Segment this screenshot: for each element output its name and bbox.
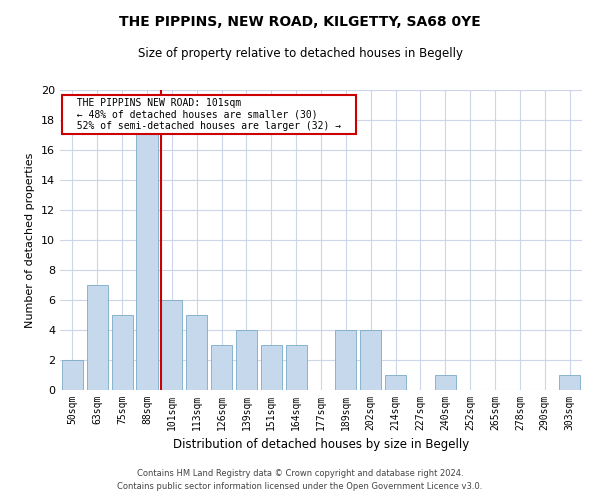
- Bar: [136, 120, 158, 390]
- Bar: [435, 375, 456, 390]
- Text: Contains HM Land Registry data © Crown copyright and database right 2024.: Contains HM Land Registry data © Crown c…: [137, 468, 463, 477]
- Bar: [186, 315, 207, 390]
- Bar: [236, 330, 257, 390]
- Bar: [385, 375, 406, 390]
- Bar: [112, 315, 133, 390]
- Text: Size of property relative to detached houses in Begelly: Size of property relative to detached ho…: [137, 48, 463, 60]
- Bar: [360, 330, 381, 390]
- Bar: [161, 300, 182, 390]
- Bar: [286, 345, 307, 390]
- Bar: [335, 330, 356, 390]
- Bar: [211, 345, 232, 390]
- Text: Contains public sector information licensed under the Open Government Licence v3: Contains public sector information licen…: [118, 482, 482, 491]
- Text: THE PIPPINS NEW ROAD: 101sqm  
  ← 48% of detached houses are smaller (30)  
  5: THE PIPPINS NEW ROAD: 101sqm ← 48% of de…: [65, 98, 353, 130]
- X-axis label: Distribution of detached houses by size in Begelly: Distribution of detached houses by size …: [173, 438, 469, 452]
- Bar: [62, 360, 83, 390]
- Y-axis label: Number of detached properties: Number of detached properties: [25, 152, 35, 328]
- Bar: [261, 345, 282, 390]
- Bar: [87, 285, 108, 390]
- Text: THE PIPPINS, NEW ROAD, KILGETTY, SA68 0YE: THE PIPPINS, NEW ROAD, KILGETTY, SA68 0Y…: [119, 15, 481, 29]
- Bar: [559, 375, 580, 390]
